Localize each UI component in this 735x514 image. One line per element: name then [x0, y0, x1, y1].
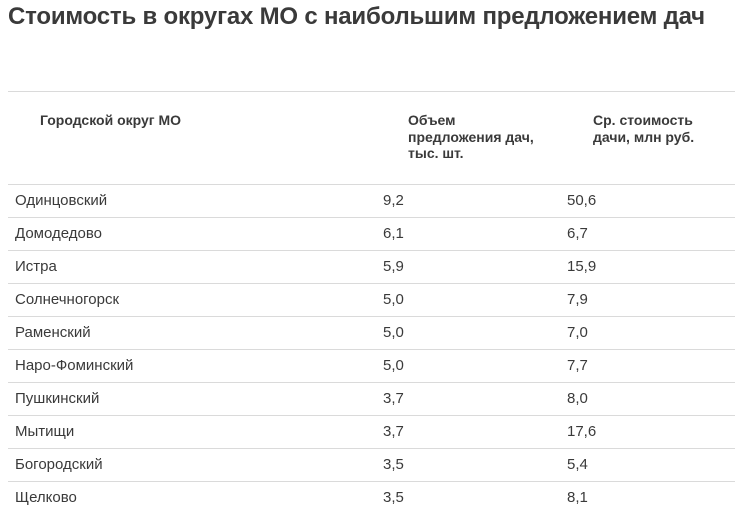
- table-row: Пушкинский 3,7 8,0: [8, 383, 735, 416]
- column-header-average-price: Ср. стоимость дачи, млн руб.: [593, 112, 695, 145]
- table-row: Наро-Фоминский 5,0 7,7: [8, 350, 735, 383]
- table-row: Богородский 3,5 5,4: [8, 449, 735, 482]
- average-price-cell: 8,0: [567, 390, 588, 407]
- supply-volume-cell: 3,7: [383, 390, 404, 407]
- average-price-cell: 50,6: [567, 192, 597, 209]
- page-title: Стоимость в округах МО с наибольшим пред…: [8, 3, 705, 30]
- district-cell: Богородский: [15, 456, 103, 473]
- table-row: Истра 5,9 15,9: [8, 251, 735, 284]
- supply-volume-cell: 3,7: [383, 423, 404, 440]
- column-header-district: Городской округ МО: [40, 112, 182, 128]
- average-price-cell: 7,0: [567, 324, 588, 341]
- table-row: Щелково 3,5 8,1: [8, 482, 735, 514]
- district-cell: Пушкинский: [15, 390, 100, 407]
- average-price-cell: 5,4: [567, 456, 588, 473]
- table-header: Городской округ МО Объем предложения дач…: [8, 92, 735, 185]
- supply-volume-cell: 5,9: [383, 258, 404, 275]
- district-cell: Мытищи: [15, 423, 75, 440]
- average-price-cell: 15,9: [567, 258, 597, 275]
- supply-volume-cell: 5,0: [383, 291, 404, 308]
- district-cell: Щелково: [15, 489, 77, 506]
- district-cell: Одинцовский: [15, 192, 108, 209]
- district-cell: Наро-Фоминский: [15, 357, 134, 374]
- table-row: Одинцовский 9,2 50,6: [8, 185, 735, 218]
- supply-volume-cell: 5,0: [383, 324, 404, 341]
- table-row: Солнечногорск 5,0 7,9: [8, 284, 735, 317]
- average-price-cell: 6,7: [567, 225, 588, 242]
- table-row: Мытищи 3,7 17,6: [8, 416, 735, 449]
- table-row: Раменский 5,0 7,0: [8, 317, 735, 350]
- supply-volume-cell: 5,0: [383, 357, 404, 374]
- supply-volume-cell: 9,2: [383, 192, 404, 209]
- supply-volume-cell: 3,5: [383, 456, 404, 473]
- data-table: Городской округ МО Объем предложения дач…: [8, 91, 735, 514]
- table-row: Домодедово 6,1 6,7: [8, 218, 735, 251]
- supply-volume-cell: 6,1: [383, 225, 404, 242]
- column-header-supply-volume: Объем предложения дач, тыс. шт.: [408, 112, 534, 161]
- average-price-cell: 7,7: [567, 357, 588, 374]
- average-price-cell: 7,9: [567, 291, 588, 308]
- average-price-cell: 8,1: [567, 489, 588, 506]
- supply-volume-cell: 3,5: [383, 489, 404, 506]
- district-cell: Истра: [15, 258, 57, 275]
- average-price-cell: 17,6: [567, 423, 597, 440]
- district-cell: Раменский: [15, 324, 91, 341]
- district-cell: Домодедово: [15, 225, 102, 242]
- district-cell: Солнечногорск: [15, 291, 120, 308]
